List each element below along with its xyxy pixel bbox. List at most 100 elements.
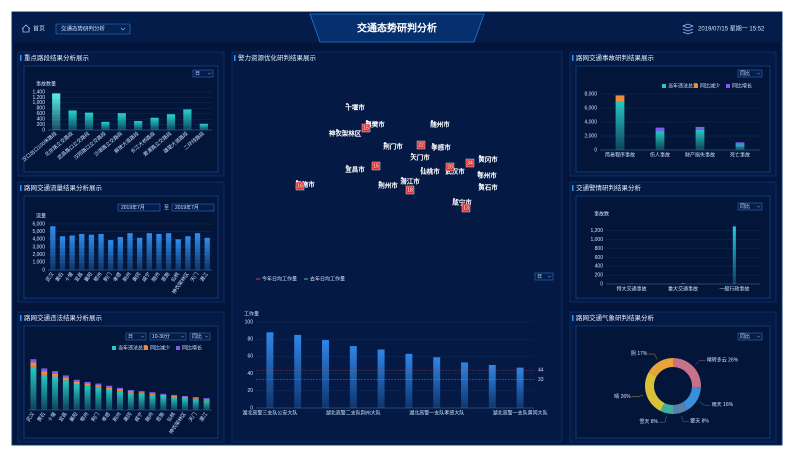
city-label: 恩施市 (295, 180, 315, 189)
date-from[interactable]: 2019年7月 (121, 204, 145, 211)
date-picker[interactable] (117, 203, 161, 212)
pie-label: 晴 26% (614, 393, 631, 400)
bar-segment (84, 381, 91, 384)
x-tick-label: 鄂州 (79, 411, 90, 423)
pie-label-value: 26% (621, 394, 632, 400)
home-link[interactable]: 首页 (33, 25, 45, 33)
bar (79, 233, 85, 270)
bar-segment (117, 389, 123, 392)
pie-label-name: 雪天 (639, 419, 649, 425)
bar (88, 234, 95, 270)
city-label: 黄冈市 (478, 155, 498, 164)
y-tick-label: 0 (600, 281, 603, 287)
bar-segment (181, 395, 188, 398)
bar-segment (695, 129, 705, 150)
dropdown[interactable] (189, 332, 211, 341)
dropdown[interactable] (125, 332, 147, 341)
x-tick-label: 荆门 (102, 271, 113, 283)
panel-marker (234, 55, 236, 61)
city-label: 武汉市 (445, 167, 465, 176)
chevron (756, 205, 761, 208)
x-tick-label: 天门 (187, 411, 198, 423)
bar-segment (73, 384, 80, 410)
y-tick-label: 4,000 (584, 119, 597, 125)
bar-segment (30, 359, 37, 363)
x-tick-label: 湖北高警二支队荆州大队 (326, 409, 381, 416)
dropdown-text[interactable]: 同比 (740, 333, 750, 340)
dropdown[interactable] (737, 202, 763, 211)
dropdown-text[interactable]: 同比 (192, 333, 202, 340)
y-tick-label: 600 (37, 111, 46, 117)
chevron (756, 335, 761, 338)
dropdown-text[interactable]: 日 (195, 71, 200, 77)
reference-label: 44 (538, 367, 544, 373)
pie-slice (645, 372, 665, 412)
menu-select[interactable] (55, 23, 131, 35)
pie-label-value: 17% (637, 351, 648, 357)
y-tick-label: 400 (37, 116, 46, 122)
date-to[interactable]: 2019年7月 (175, 204, 199, 211)
bar-segment (171, 397, 178, 410)
legend-label: 当年违法总量 (668, 82, 698, 89)
bar-segment (30, 366, 37, 410)
bar-segment (106, 385, 113, 388)
pie-label: 雨天 16% (712, 402, 734, 408)
city-label: 荆门市 (383, 142, 403, 151)
y-tick-label: 200 (595, 272, 604, 278)
city-label: 仙桃市 (420, 167, 440, 176)
bar (194, 233, 201, 270)
dropdown-text[interactable]: 日 (128, 334, 133, 340)
date-picker[interactable] (171, 203, 215, 212)
legend-label: 同比减少 (700, 82, 720, 89)
dropdown-text[interactable]: 同比 (740, 203, 750, 210)
leader-line (631, 394, 644, 397)
reference-label: 33 (538, 377, 544, 383)
y-tick-label: 2,000 (32, 252, 45, 258)
bar (150, 117, 159, 130)
city-dot (479, 183, 481, 185)
dropdown[interactable] (149, 332, 187, 341)
city-label: 十堰市 (345, 103, 365, 112)
menu-text[interactable]: 交通态势研判分析 (61, 24, 106, 32)
map-marker (361, 123, 371, 133)
x-tick-label: 鄂州 (92, 271, 103, 283)
dropdown[interactable] (192, 69, 214, 78)
dropdown-text[interactable]: 日 (537, 274, 542, 280)
bar-segment (52, 371, 59, 374)
pie-label: 雪天 8% (639, 419, 658, 425)
home-icon[interactable] (21, 24, 31, 33)
dropdown[interactable] (534, 272, 554, 281)
bar-segment (615, 101, 625, 150)
city-label: 咸宁市 (452, 198, 472, 207)
legend-swatch (694, 84, 698, 88)
page-title: 交通态势研判分析 (357, 22, 437, 35)
leader-line (648, 353, 658, 360)
pie-label-name: 雨天 (712, 402, 722, 408)
bar (117, 237, 124, 270)
leader-line (695, 360, 706, 365)
x-tick-label: 黄石 (54, 271, 65, 283)
pie-label-name: 晴转多云 (707, 357, 727, 364)
panel-inner (575, 325, 771, 439)
x-tick-label: 黄冈 (131, 271, 142, 283)
dropdown[interactable] (737, 332, 763, 341)
panel-marker (572, 315, 574, 321)
city-label: 随州市 (430, 120, 450, 129)
panel-title: 交通警情研判结果分析 (576, 183, 642, 192)
layers-icon[interactable] (682, 23, 694, 35)
dropdown[interactable] (737, 69, 763, 78)
bar-segment (41, 368, 48, 372)
x-tick-label: 黄冈 (122, 411, 133, 423)
map-marker-value: 16 (297, 183, 303, 189)
dropdown-text[interactable]: 同比 (740, 70, 750, 77)
x-tick-label: 湖北高警一支队孝感大队 (409, 409, 464, 416)
bar (488, 365, 496, 408)
x-tick-label: 死亡事故 (730, 151, 750, 158)
dropdown-text[interactable]: 10-30分 (152, 333, 170, 340)
bar-segment (127, 392, 134, 410)
bar (294, 334, 302, 408)
leader-line (659, 416, 667, 423)
legend-swatch (726, 84, 730, 88)
x-tick-label: 孝感 (100, 411, 111, 423)
y-axis-label: 流量 (36, 212, 46, 219)
